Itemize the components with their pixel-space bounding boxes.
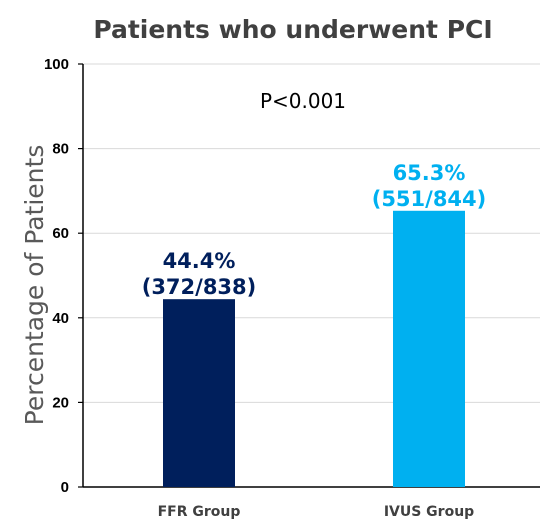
- y-tick-labels: 0 20 40 60 80 100: [44, 56, 69, 496]
- data-label-percent: 44.4%: [163, 249, 236, 273]
- y-axis-label: Percentage of Patients: [20, 145, 49, 426]
- data-label-count: (372/838): [142, 275, 257, 299]
- bar-ffr-group: [163, 299, 235, 487]
- chart-title: Patients who underwent PCI: [93, 15, 492, 44]
- x-tick-label: IVUS Group: [384, 504, 474, 520]
- data-label-count: (551/844): [372, 187, 487, 211]
- y-tick-label: 80: [52, 141, 69, 158]
- bar-ivus-group: [393, 210, 465, 487]
- y-tick-label: 100: [44, 56, 69, 73]
- data-labels: 44.4%(372/838) 65.3%(551/844): [142, 161, 487, 299]
- y-tick-label: 60: [52, 225, 69, 242]
- x-tick-labels: FFR Group IVUS Group: [158, 504, 475, 520]
- bars: [163, 210, 465, 487]
- y-tick-label: 40: [52, 310, 69, 327]
- y-tick-label: 20: [52, 394, 69, 411]
- y-tick-label: 0: [61, 479, 69, 496]
- x-tick-label: FFR Group: [158, 504, 241, 520]
- p-value-annotation: P<0.001: [260, 89, 346, 113]
- data-label-percent: 65.3%: [393, 161, 466, 185]
